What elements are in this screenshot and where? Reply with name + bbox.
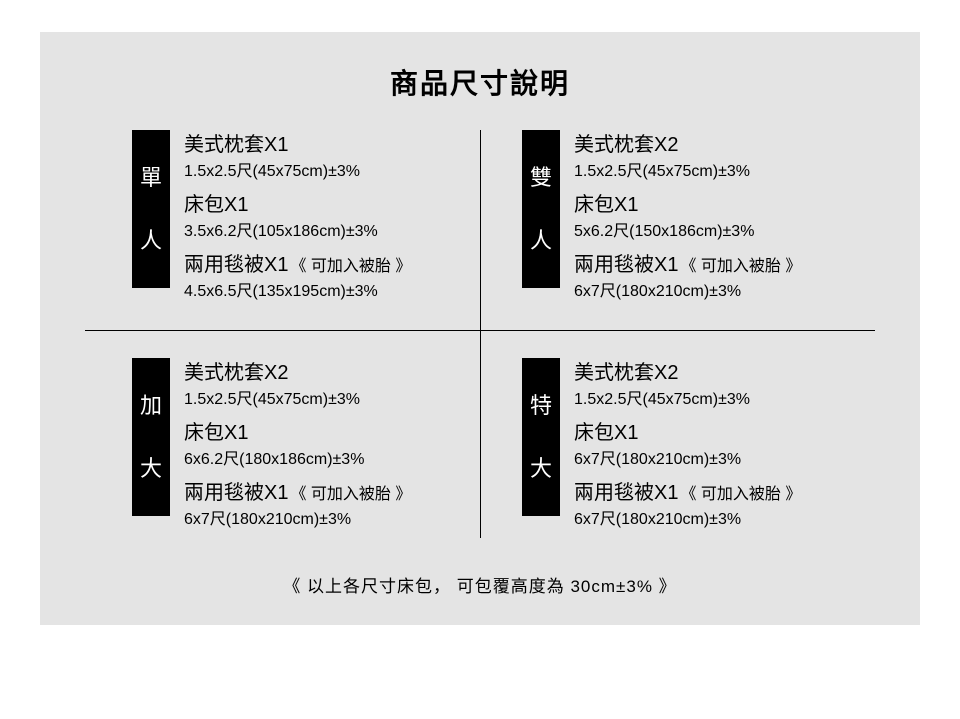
item-title: 兩用毯被X1 <box>574 482 678 504</box>
item-title: 兩用毯被X1 <box>184 482 288 504</box>
item-title: 兩用毯被X1 <box>574 254 678 276</box>
item-title: 床包X1 <box>574 422 638 444</box>
spec-item: 床包X1 6x6.2尺(180x186cm)±3% <box>184 418 411 472</box>
item-dimension: 3.5x6.2尺(105x186cm)±3% <box>184 220 411 244</box>
item-dimension: 1.5x2.5尺(45x75cm)±3% <box>184 160 411 184</box>
item-title: 兩用毯被X1 <box>184 254 288 276</box>
item-dimension: 6x6.2尺(180x186cm)±3% <box>184 448 411 472</box>
item-note: 《 可加入被胎 》 <box>680 486 801 503</box>
chart-title: 商品尺寸說明 <box>40 62 920 102</box>
item-dimension: 1.5x2.5尺(45x75cm)±3% <box>574 388 801 412</box>
item-title: 床包X1 <box>184 422 248 444</box>
item-title: 美式枕套X2 <box>574 362 678 384</box>
item-dimension: 4.5x6.5尺(135x195cm)±3% <box>184 280 411 304</box>
label-char: 大 <box>140 458 162 480</box>
spec-item: 兩用毯被X1《 可加入被胎 》 6x7尺(180x210cm)±3% <box>184 478 411 532</box>
item-note: 《 可加入被胎 》 <box>290 258 411 275</box>
item-dimension: 6x7尺(180x210cm)±3% <box>184 508 411 532</box>
label-char: 加 <box>140 395 162 417</box>
size-chart-container: 商品尺寸說明 單 人 美式枕套X1 1.5x2.5尺(45x75cm)±3% 床… <box>40 32 920 625</box>
spec-item: 美式枕套X2 1.5x2.5尺(45x75cm)±3% <box>574 358 801 412</box>
cell-single: 單 人 美式枕套X1 1.5x2.5尺(45x75cm)±3% 床包X1 3.5… <box>90 130 480 310</box>
label-char: 雙 <box>530 167 552 189</box>
size-grid: 單 人 美式枕套X1 1.5x2.5尺(45x75cm)±3% 床包X1 3.5… <box>40 130 920 538</box>
item-title: 美式枕套X1 <box>184 134 288 156</box>
cell-content: 美式枕套X2 1.5x2.5尺(45x75cm)±3% 床包X1 6x7尺(18… <box>560 358 801 538</box>
size-label-single: 單 人 <box>132 130 170 288</box>
label-char: 大 <box>530 458 552 480</box>
spec-item: 美式枕套X2 1.5x2.5尺(45x75cm)±3% <box>574 130 801 184</box>
item-dimension: 6x7尺(180x210cm)±3% <box>574 448 801 472</box>
item-title: 美式枕套X2 <box>574 134 678 156</box>
item-note: 《 可加入被胎 》 <box>680 258 801 275</box>
label-char: 人 <box>140 230 162 252</box>
item-title: 床包X1 <box>184 194 248 216</box>
item-dimension: 6x7尺(180x210cm)±3% <box>574 508 801 532</box>
label-char: 單 <box>140 167 162 189</box>
spec-item: 美式枕套X1 1.5x2.5尺(45x75cm)±3% <box>184 130 411 184</box>
cell-content: 美式枕套X2 1.5x2.5尺(45x75cm)±3% 床包X1 6x6.2尺(… <box>170 358 411 538</box>
spec-item: 床包X1 3.5x6.2尺(105x186cm)±3% <box>184 190 411 244</box>
spec-item: 床包X1 5x6.2尺(150x186cm)±3% <box>574 190 801 244</box>
item-title: 床包X1 <box>574 194 638 216</box>
spec-item: 美式枕套X2 1.5x2.5尺(45x75cm)±3% <box>184 358 411 412</box>
item-dimension: 5x6.2尺(150x186cm)±3% <box>574 220 801 244</box>
vertical-divider <box>480 130 481 538</box>
spec-item: 兩用毯被X1《 可加入被胎 》 4.5x6.5尺(135x195cm)±3% <box>184 250 411 304</box>
label-char: 人 <box>530 230 552 252</box>
item-note: 《 可加入被胎 》 <box>290 486 411 503</box>
spec-item: 兩用毯被X1《 可加入被胎 》 6x7尺(180x210cm)±3% <box>574 250 801 304</box>
item-dimension: 1.5x2.5尺(45x75cm)±3% <box>574 160 801 184</box>
item-dimension: 6x7尺(180x210cm)±3% <box>574 280 801 304</box>
size-label-queen: 加 大 <box>132 358 170 516</box>
spec-item: 床包X1 6x7尺(180x210cm)±3% <box>574 418 801 472</box>
item-dimension: 1.5x2.5尺(45x75cm)±3% <box>184 388 411 412</box>
cell-content: 美式枕套X2 1.5x2.5尺(45x75cm)±3% 床包X1 5x6.2尺(… <box>560 130 801 310</box>
size-label-double: 雙 人 <box>522 130 560 288</box>
cell-queen: 加 大 美式枕套X2 1.5x2.5尺(45x75cm)±3% 床包X1 6x6… <box>90 358 480 538</box>
spec-item: 兩用毯被X1《 可加入被胎 》 6x7尺(180x210cm)±3% <box>574 478 801 532</box>
cell-king: 特 大 美式枕套X2 1.5x2.5尺(45x75cm)±3% 床包X1 6x7… <box>480 358 870 538</box>
label-char: 特 <box>530 395 552 417</box>
item-title: 美式枕套X2 <box>184 362 288 384</box>
footer-note: 《 以上各尺寸床包， 可包覆高度為 30cm±3% 》 <box>40 572 920 597</box>
cell-double: 雙 人 美式枕套X2 1.5x2.5尺(45x75cm)±3% 床包X1 5x6… <box>480 130 870 310</box>
cell-content: 美式枕套X1 1.5x2.5尺(45x75cm)±3% 床包X1 3.5x6.2… <box>170 130 411 310</box>
size-label-king: 特 大 <box>522 358 560 516</box>
horizontal-divider <box>85 330 875 331</box>
